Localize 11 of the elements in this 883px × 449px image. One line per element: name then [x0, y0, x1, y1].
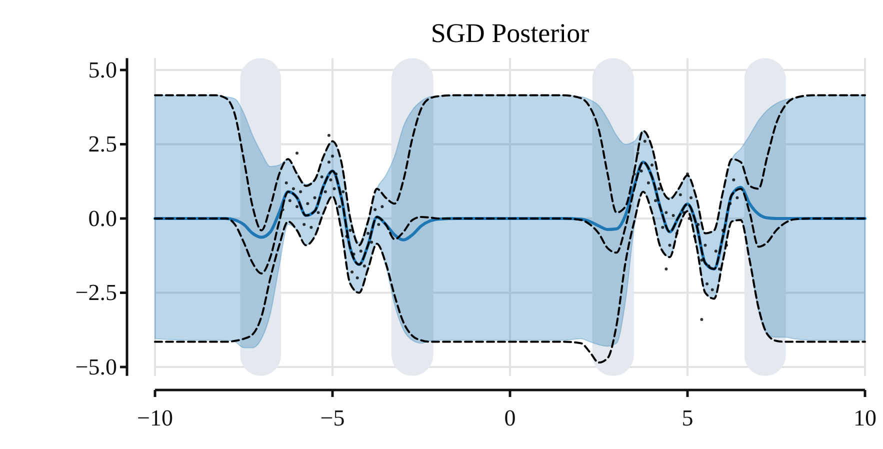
x-tick-label: −5: [320, 405, 345, 430]
x-tick-label: 0: [504, 405, 516, 430]
y-tick-label: −2.5: [75, 280, 117, 306]
y-tick-label: 2.5: [88, 132, 117, 157]
x-tick-label: 5: [682, 405, 694, 430]
x-tick-label: −10: [137, 405, 173, 430]
x-tick-label: 10: [854, 405, 876, 430]
y-tick-label: 5.0: [88, 57, 117, 82]
y-tick-label: 0.0: [88, 206, 117, 231]
y-tick-label: −5.0: [75, 354, 117, 380]
chart-title: SGD Posterior: [430, 18, 590, 48]
